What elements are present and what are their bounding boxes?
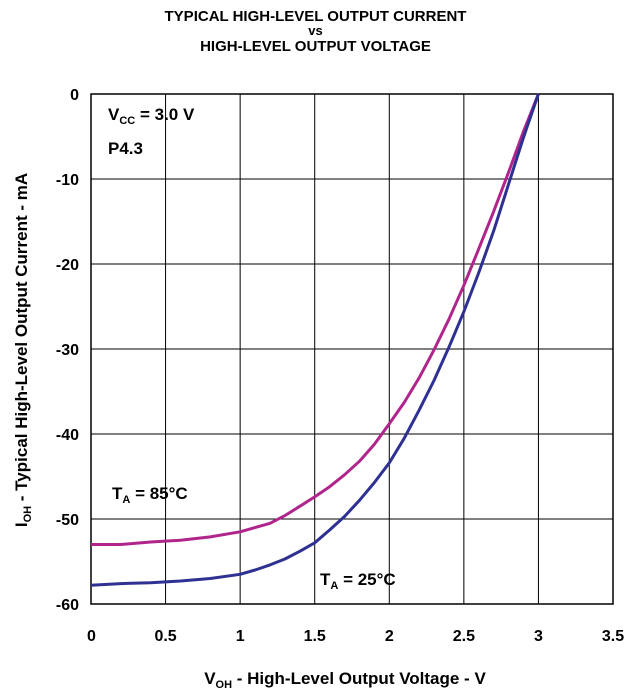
x-axis-label: VOH - High-Level Output Voltage - V <box>204 669 486 691</box>
y-axis-label: IOH - Typical High-Level Output Current … <box>12 173 34 527</box>
x-tick-label: 2.5 <box>453 628 475 645</box>
chart-title-line-3: HIGH-LEVEL OUTPUT VOLTAGE <box>200 38 431 55</box>
y-tick-label: -40 <box>56 427 79 444</box>
annotation-vcc: VCC = 3.0 V <box>108 105 195 127</box>
plot-frame <box>90 93 614 605</box>
series-line-ta-25 <box>90 93 540 587</box>
y-tick-label: -10 <box>56 172 79 189</box>
y-tick-label: -30 <box>56 342 79 359</box>
chart-title-line-2: vs <box>308 23 323 38</box>
x-tick-labels: 0 0.5 1 1.5 2 2.5 3 3.5 <box>87 628 624 645</box>
grid-lines <box>91 94 613 604</box>
chart-title-line-1: TYPICAL HIGH-LEVEL OUTPUT CURRENT <box>164 8 467 25</box>
y-tick-label: -50 <box>56 512 79 529</box>
annotation-ta-25: TA = 25°C <box>320 570 396 592</box>
annotation-pin: P4.3 <box>108 139 143 158</box>
series-line-ta-85 <box>91 93 540 546</box>
y-tick-labels: 0 -10 -20 -30 -40 -50 -60 <box>56 87 79 614</box>
x-tick-label: 1.5 <box>304 628 326 645</box>
x-tick-label: 2 <box>385 628 394 645</box>
x-tick-label: 1 <box>236 628 245 645</box>
x-tick-label: 0 <box>87 628 96 645</box>
y-tick-label: 0 <box>70 87 79 104</box>
annotation-ta-85: TA = 85°C <box>112 484 188 506</box>
y-tick-label: -60 <box>56 597 79 614</box>
x-tick-label: 3 <box>534 628 543 645</box>
x-tick-label: 3.5 <box>602 628 624 645</box>
y-tick-label: -20 <box>56 257 79 274</box>
series-layer <box>90 93 540 587</box>
x-tick-label: 0.5 <box>154 628 176 645</box>
